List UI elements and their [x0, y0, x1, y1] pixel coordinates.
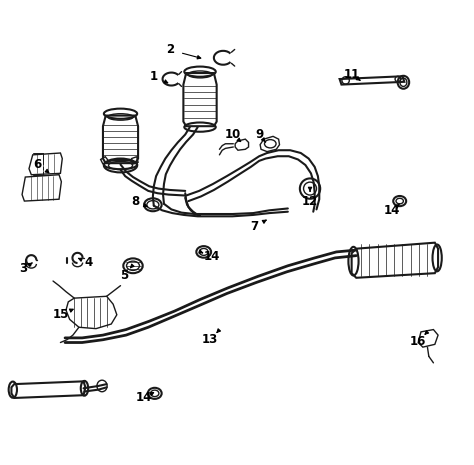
Text: 9: 9 — [255, 128, 264, 141]
Text: 3: 3 — [19, 262, 27, 275]
Text: 6: 6 — [33, 158, 41, 171]
Text: 4: 4 — [84, 256, 92, 269]
Text: 1: 1 — [150, 70, 158, 83]
Text: 14: 14 — [203, 250, 220, 263]
Text: 14: 14 — [383, 204, 400, 217]
Text: 15: 15 — [52, 308, 69, 321]
Text: 10: 10 — [224, 128, 240, 141]
Text: 2: 2 — [166, 43, 174, 56]
Text: 5: 5 — [119, 268, 128, 281]
Text: 11: 11 — [344, 68, 360, 81]
Text: 12: 12 — [302, 194, 318, 207]
Text: 7: 7 — [250, 220, 259, 233]
Text: 14: 14 — [136, 392, 152, 405]
Text: 13: 13 — [202, 333, 219, 346]
Text: 16: 16 — [410, 335, 427, 348]
Text: 8: 8 — [131, 194, 139, 207]
